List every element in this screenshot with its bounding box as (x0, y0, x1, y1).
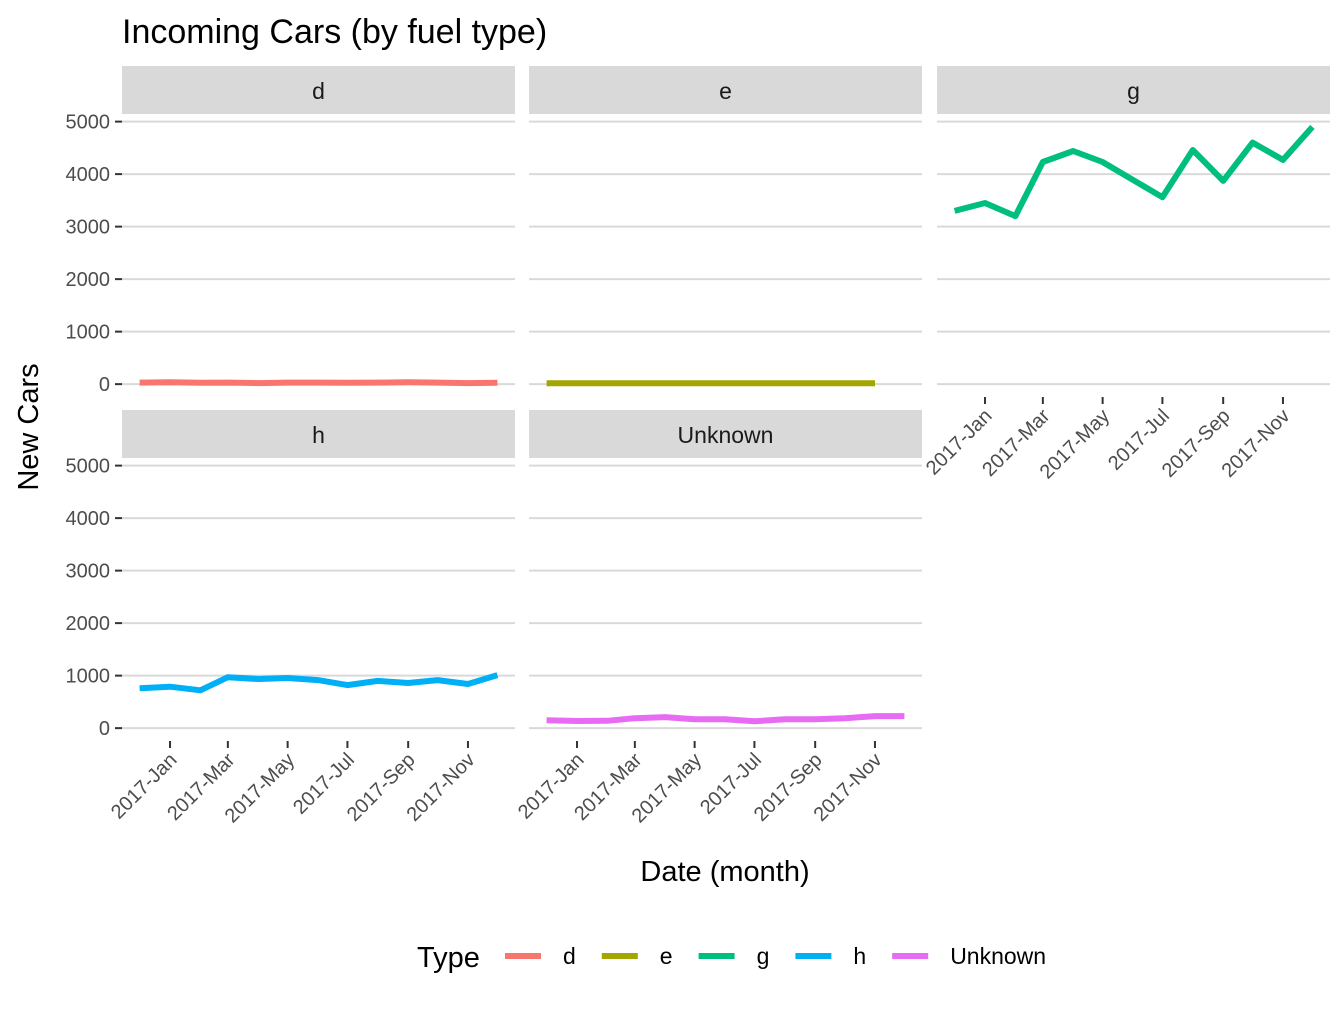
y-axis-title: New Cars (13, 363, 45, 490)
facet-strip (122, 410, 515, 458)
legend-title: Type (417, 942, 480, 974)
y-tick-label: 1000 (66, 322, 111, 344)
facet-label: h (312, 422, 325, 448)
series-line (139, 672, 499, 694)
facet-label: e (719, 78, 732, 104)
facet-strip (122, 66, 515, 114)
series-line (546, 713, 905, 725)
y-tick-label: 0 (99, 374, 110, 396)
y-tick-label: 4000 (66, 508, 111, 530)
legend-label: d (563, 943, 576, 969)
y-tick-label: 3000 (66, 217, 111, 239)
facet-label: d (312, 78, 325, 104)
facet-strip (529, 410, 922, 458)
legend-label: g (757, 943, 770, 969)
facet-strip (937, 66, 1330, 114)
y-tick-label: 2000 (66, 613, 111, 635)
y-tick-label: 1000 (66, 666, 111, 688)
chart-title: Incoming Cars (by fuel type) (122, 13, 547, 51)
y-tick-label: 2000 (66, 269, 111, 291)
y-tick-label: 5000 (66, 112, 111, 134)
series-line (139, 379, 498, 387)
y-tick-label: 5000 (66, 456, 111, 478)
y-tick-label: 4000 (66, 164, 111, 186)
series-line (953, 124, 1315, 220)
y-tick-label: 0 (99, 718, 110, 740)
legend-label: Unknown (950, 943, 1046, 969)
facet-strip (529, 66, 922, 114)
y-tick-label: 3000 (66, 561, 111, 583)
facet-label: Unknown (678, 422, 774, 448)
legend-label: e (660, 943, 673, 969)
x-axis-title: Date (month) (640, 856, 809, 888)
facet-label: g (1127, 78, 1140, 104)
legend-label: h (853, 943, 866, 969)
